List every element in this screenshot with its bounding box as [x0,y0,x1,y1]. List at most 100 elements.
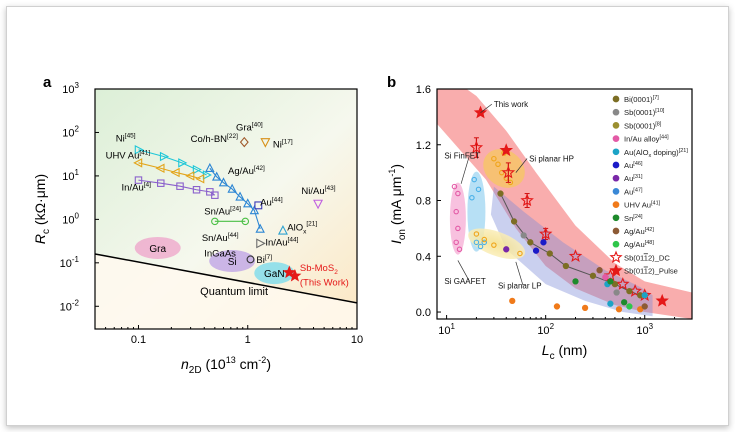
x-axis-label: n2D (1013 cm-2) [181,355,271,376]
legend-marker [612,227,620,235]
annotation-label: Bi[7] [256,254,272,266]
y-tick-label: 100 [62,211,79,226]
legend-marker [612,95,620,103]
benchmark-point [455,190,461,197]
data-point [607,278,614,285]
legend-label: Au[47] [624,187,643,196]
data-point [134,176,143,184]
y-tick-label: 102 [62,124,79,139]
data-point [568,249,583,263]
legend-marker [612,240,620,248]
data-point [655,293,669,307]
series-label-text: Co/h-BN [191,134,228,145]
series-label-ref: [45] [125,132,136,139]
y-tick-label: 0.0 [416,307,431,319]
series-label: Sn/Au[44] [202,232,239,244]
benchmark-point [473,239,480,246]
tick-exponent: 1 [75,168,80,177]
data-point [211,217,219,226]
annotation-leader [457,260,470,282]
benchmark-point [517,250,523,257]
xlabel-symbol: L [542,342,550,358]
quantum-limit-label: Quantum limit [200,286,268,298]
legend-label-ref: [42] [645,227,655,233]
series-label: Sn/Au[24] [204,205,241,217]
legend-label-text: Au [624,187,633,196]
benchmark-point [477,243,484,250]
legend-marker [612,148,620,156]
annotation-sub: 2 [334,269,338,276]
legend-label-bar: 1 [644,267,648,276]
data-point [195,174,205,184]
ylabel-unit: (mA μm [388,177,404,229]
annotation-ref: [17] [282,139,293,146]
legend-marker [612,214,620,222]
tick-exponent: 1 [450,322,455,331]
quantum-limit-line [95,253,357,304]
annotation-text: Ni/Au [301,186,324,197]
x-tick-label: 10 [351,334,363,346]
benchmark-point [481,236,488,243]
data-point [501,165,516,179]
benchmark-point [455,225,461,232]
annotation-label: (This Work) [300,278,349,289]
series-label-text: Ni [116,133,125,144]
panel-b-label: b [387,74,396,91]
y-tick-label: 1.2 [416,140,431,152]
tick-exponent: 2 [550,322,555,331]
annotation-text: Ni [273,140,282,151]
xlabel-exponent: -2 [258,355,266,365]
data-point [159,151,170,162]
annotation-leader [480,103,493,113]
series-label-ref: [42] [254,165,265,172]
legend-label-ref: [44] [659,135,669,141]
data-point [211,191,219,199]
legend-label-text: Sb(0001) [624,121,656,130]
panel-b-legend: Bi(0001)[7]Sb(0001)[10]Sb(0001)[8]In/Au … [609,95,688,277]
y-tick-label: 10-2 [60,298,80,313]
series-label: UHV Au[41] [106,150,151,162]
annotation-label: Si FinFET [444,152,480,161]
legend-marker [612,122,620,129]
panel-b-content: This work Si FinFET Si planar HP Si GAAFET S… [437,89,692,319]
legend-label-text: Sb(0001) [624,108,656,117]
data-point [520,193,534,207]
legend-label: In/Au alloy[44] [624,135,669,144]
legend-label-bar: 1 [644,253,648,262]
data-point [242,198,253,208]
series-label-text: In/Au [122,183,144,194]
xlabel-unit: ) [266,356,271,372]
xlabel-symbol: n [181,356,189,372]
x-tick-label: 103 [636,322,653,337]
ylabel-unit: (kΩ·μm) [32,174,48,229]
region-label: Si [228,257,237,268]
data-point [133,158,143,168]
xlabel-exponent: 13 [226,355,236,365]
benchmark-point [471,176,477,183]
x-tick-label: 101 [438,322,455,337]
xlabel-unit: cm [236,356,259,372]
tick-exponent: -1 [72,255,80,264]
annotation-leader [515,158,528,173]
series-label: Ni[45] [116,132,136,144]
data-point [211,171,222,181]
legend-label-tail: 2)_Pulse [648,267,678,276]
ylabel-symbol: R [32,234,48,244]
legend-marker [612,161,620,169]
series-label-ref: [4] [144,182,151,189]
legend-label-text: In/Au alloy [624,135,660,144]
legend-label-text: Au [624,161,633,170]
benchmark-point [475,186,482,193]
benchmark-point [473,231,480,237]
benchmark-band-red [437,89,692,319]
data-point [546,250,553,257]
data-point [205,162,215,173]
xlabel-unit: (nm) [555,342,588,358]
tick-base: 10 [62,127,74,139]
y-axis-label: Rc (kΩ·μm) [32,174,52,244]
tick-base: 10 [62,171,74,183]
y-tick-label: 1.6 [416,84,431,96]
data-point [255,223,265,233]
legend-label: Au[31] [624,174,643,183]
